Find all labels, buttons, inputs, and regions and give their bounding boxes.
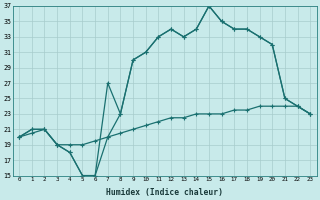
- X-axis label: Humidex (Indice chaleur): Humidex (Indice chaleur): [106, 188, 223, 197]
